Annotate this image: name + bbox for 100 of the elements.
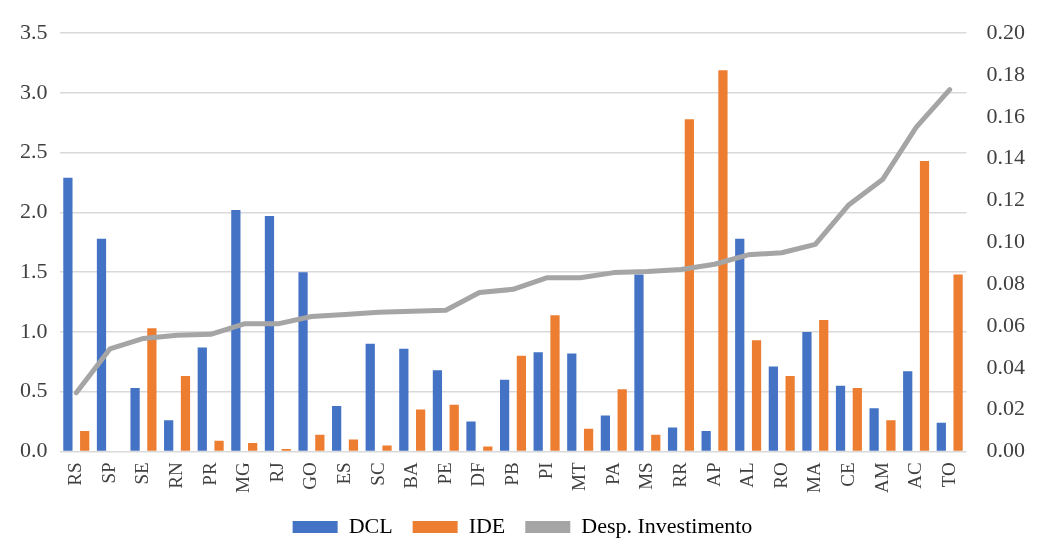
y2-tick-label: 0.16 xyxy=(986,102,1025,128)
bar xyxy=(416,409,426,451)
bar xyxy=(80,431,90,451)
x-tick-label: RR xyxy=(668,462,690,488)
x-tick-label: AL xyxy=(736,462,758,488)
bar xyxy=(651,434,661,451)
bar xyxy=(248,443,258,451)
x-tick-label: RO xyxy=(769,462,791,489)
bar xyxy=(617,389,627,451)
y-tick-label: 2.0 xyxy=(20,198,48,224)
bar xyxy=(382,445,392,451)
bar xyxy=(667,427,678,451)
bar xyxy=(499,379,510,451)
x-tick-label: RN xyxy=(165,462,187,489)
x-tick-label: MS xyxy=(635,462,657,490)
x-tick-label: SE xyxy=(131,462,153,485)
bar xyxy=(466,421,476,451)
bar xyxy=(96,238,107,451)
x-tick-label: PI xyxy=(534,462,556,480)
x-tick-label: PB xyxy=(500,462,522,486)
bar xyxy=(701,431,711,451)
y2-tick-label: 0.12 xyxy=(986,186,1025,212)
bar xyxy=(869,408,879,451)
bar xyxy=(365,343,375,451)
bar xyxy=(516,355,527,451)
x-tick-label: MT xyxy=(568,461,590,491)
bar xyxy=(852,388,862,451)
legend-label: DCL xyxy=(348,512,393,538)
x-tick-label: MA xyxy=(803,462,825,494)
x-tick-label: SC xyxy=(366,462,388,486)
x-tick-label: DF xyxy=(467,462,489,487)
bar xyxy=(835,385,846,451)
y2-tick-label: 0.06 xyxy=(986,311,1025,337)
bar xyxy=(583,428,594,451)
bar xyxy=(919,161,930,451)
legend-label: IDE xyxy=(468,512,506,538)
bar xyxy=(332,405,342,451)
bar xyxy=(298,272,308,451)
x-tick-label: PR xyxy=(198,462,220,486)
bar xyxy=(936,422,946,451)
bar xyxy=(600,415,610,451)
bar xyxy=(819,319,829,451)
bar xyxy=(785,376,795,451)
x-tick-label: CE xyxy=(836,462,858,487)
y2-tick-label: 0.02 xyxy=(986,395,1025,421)
y-tick-label: 1.5 xyxy=(20,257,48,283)
x-tick-label: AM xyxy=(870,462,892,494)
bar xyxy=(348,439,359,451)
x-tick-label: RJ xyxy=(265,462,287,483)
bar xyxy=(735,238,745,451)
bar xyxy=(953,274,963,451)
x-tick-label: ES xyxy=(333,462,355,485)
x-tick-label: AP xyxy=(702,462,724,487)
x-tick-label: AC xyxy=(904,462,926,489)
y-tick-label: 3.0 xyxy=(20,78,48,104)
x-tick-label: MG xyxy=(232,462,254,494)
y2-tick-label: 0.04 xyxy=(986,353,1025,379)
bar xyxy=(231,210,241,451)
x-tick-label: RS xyxy=(64,462,86,486)
bar xyxy=(718,70,728,451)
y-tick-label: 0.0 xyxy=(20,437,48,463)
bar xyxy=(903,371,913,451)
bar xyxy=(802,331,812,451)
y-tick-label: 1.0 xyxy=(20,317,48,343)
y-tick-label: 0.5 xyxy=(20,377,48,403)
bar xyxy=(886,420,896,451)
bar xyxy=(483,446,493,451)
bar xyxy=(214,440,224,451)
y2-tick-label: 0.08 xyxy=(986,269,1025,295)
x-tick-label: BA xyxy=(400,462,422,489)
bar xyxy=(63,177,73,451)
bar xyxy=(130,388,140,451)
bar xyxy=(634,274,644,451)
bar xyxy=(449,404,459,451)
y2-tick-label: 0.14 xyxy=(986,144,1025,170)
bar xyxy=(164,420,174,451)
bar xyxy=(533,352,543,451)
bar xyxy=(180,376,191,451)
y-tick-label: 2.5 xyxy=(20,138,48,164)
x-tick-label: TO xyxy=(937,462,959,488)
y2-tick-label: 0.20 xyxy=(986,18,1025,44)
bar xyxy=(197,347,207,451)
bar xyxy=(768,366,778,451)
bar xyxy=(550,315,560,451)
bar xyxy=(264,216,275,451)
y2-tick-label: 0.00 xyxy=(986,437,1025,463)
bar xyxy=(567,353,577,451)
x-tick-label: SP xyxy=(97,462,119,484)
y-tick-label: 3.5 xyxy=(20,18,48,44)
x-tick-label: PE xyxy=(433,462,455,485)
bar xyxy=(315,434,325,451)
bar xyxy=(432,370,443,451)
bar xyxy=(751,340,762,451)
bar xyxy=(147,328,157,451)
legend-label: Desp. Investimento xyxy=(581,512,753,538)
x-tick-label: PA xyxy=(601,462,623,485)
bar xyxy=(399,348,409,451)
y2-tick-label: 0.10 xyxy=(986,228,1025,254)
y2-tick-label: 0.18 xyxy=(986,60,1025,86)
x-tick-label: GO xyxy=(299,462,321,490)
